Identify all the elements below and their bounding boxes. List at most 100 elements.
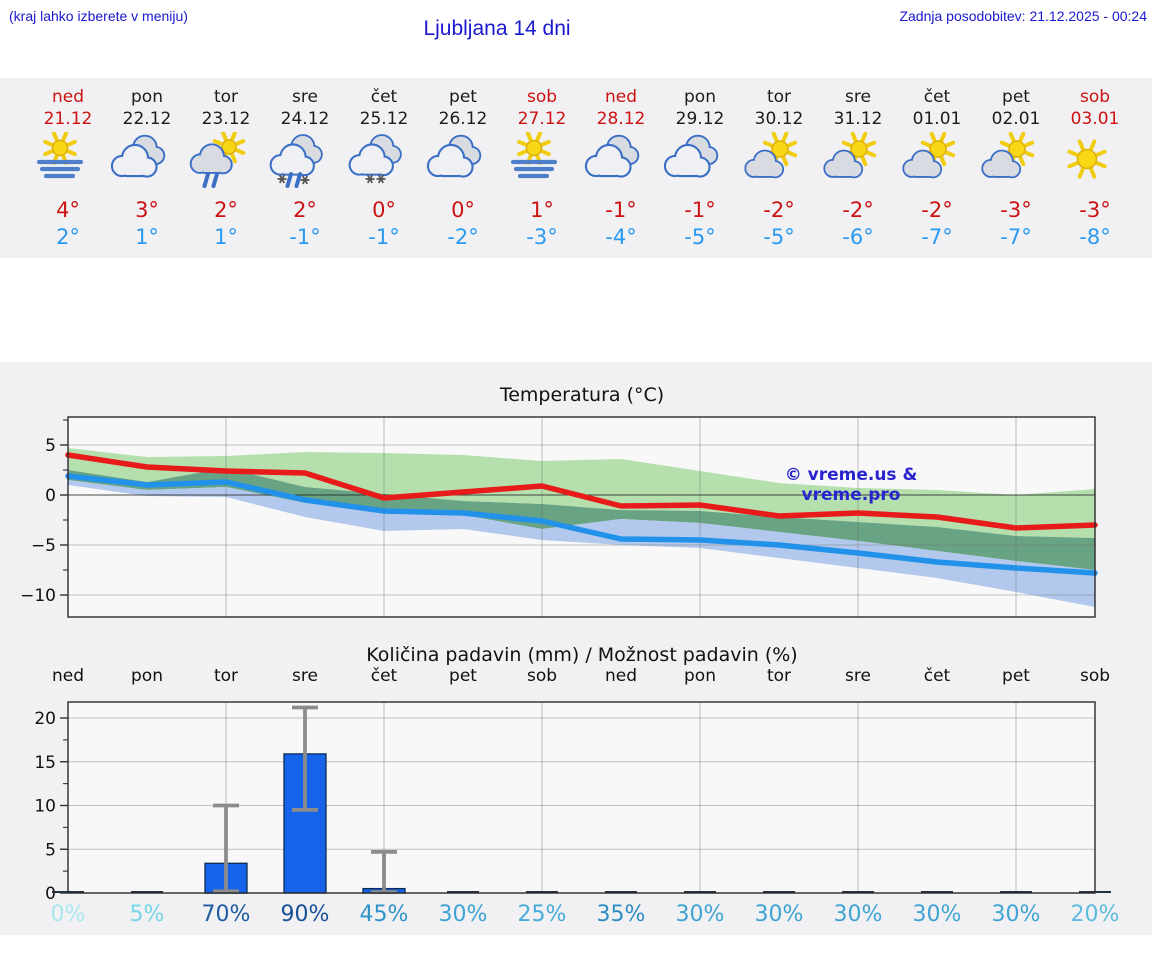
low-temp: -1° — [368, 225, 400, 249]
precip-chart-title: Količina padavin (mm) / Možnost padavin … — [366, 644, 798, 666]
low-temp: -5° — [684, 225, 716, 249]
day-name: sre — [845, 87, 871, 107]
svg-text:15: 15 — [34, 753, 56, 773]
day-name: ned — [51, 87, 85, 107]
day-name: pon — [684, 87, 716, 107]
day-name: sob — [1079, 87, 1111, 107]
svg-text:5: 5 — [45, 436, 56, 456]
page-title: Ljubljana 14 dni — [423, 17, 571, 40]
forecast-day: pet 02.01 -3° -7° — [976, 78, 1056, 258]
forecast-day: ned 21.12 4° 2° — [28, 78, 108, 258]
sun-cloud-icon — [818, 132, 898, 196]
day-name: čet — [370, 87, 398, 107]
forecast-day: sre 31.12 -2° -6° — [818, 78, 898, 258]
svg-text:20: 20 — [34, 709, 56, 729]
svg-text:0: 0 — [45, 884, 56, 904]
forecast-day: ned 28.12 -1° -4° — [581, 78, 661, 258]
day-date: 03.01 — [1070, 109, 1120, 129]
sun-cloud-icon — [976, 132, 1056, 196]
forecast-day: sre 24.12 2° -1° — [265, 78, 345, 258]
day-date: 02.01 — [991, 109, 1041, 129]
sun-cloud-icon — [897, 132, 977, 196]
precip-probability: 45% — [359, 902, 409, 927]
precip-day-label: pon — [684, 666, 716, 686]
day-name: sob — [526, 87, 558, 107]
forecast-day: čet 25.12 0° -1° — [344, 78, 424, 258]
day-name: pet — [1002, 87, 1030, 107]
precip-probability: 30% — [754, 902, 804, 927]
precip-probability: 30% — [991, 902, 1041, 927]
low-temp: 1° — [135, 225, 159, 249]
forecast-day: pet 26.12 0° -2° — [423, 78, 503, 258]
forecast-day: tor 30.12 -2° -5° — [739, 78, 819, 258]
svg-text:0: 0 — [45, 486, 56, 506]
high-temp: 4° — [56, 198, 80, 222]
precip-day-label: tor — [213, 666, 239, 686]
precip-day-label: pon — [131, 666, 163, 686]
high-temp: 0° — [451, 198, 475, 222]
low-temp: -5° — [763, 225, 795, 249]
high-temp: -1° — [605, 198, 637, 222]
low-temp: 2° — [56, 225, 80, 249]
precip-day-label: sre — [845, 666, 871, 686]
precip-day-label: sre — [292, 666, 318, 686]
day-date: 23.12 — [201, 109, 251, 129]
cloudy-icon — [107, 132, 187, 196]
temperature-chart: 5 0 −5 −10 — [20, 416, 1098, 618]
low-temp: 1° — [214, 225, 238, 249]
day-date: 28.12 — [596, 109, 646, 129]
cloudy-icon — [581, 132, 661, 196]
day-date: 31.12 — [833, 109, 883, 129]
high-temp: -1° — [684, 198, 716, 222]
precip-probability: 25% — [517, 902, 567, 927]
low-temp: -2° — [447, 225, 479, 249]
high-temp: -2° — [921, 198, 953, 222]
cloudy-icon — [660, 132, 740, 196]
high-temp: 3° — [135, 198, 159, 222]
precip-probability: 5% — [129, 902, 165, 927]
precip-probability: 70% — [201, 902, 251, 927]
menu-hint: (kraj lahko izberete v meniju) — [9, 8, 188, 24]
precip-day-label: pet — [1002, 666, 1030, 686]
day-date: 27.12 — [517, 109, 567, 129]
precip-probability: 20% — [1070, 902, 1120, 927]
day-name: sre — [292, 87, 318, 107]
cloudy-icon — [423, 132, 503, 196]
sun-rain-icon — [186, 132, 266, 196]
low-temp: -6° — [842, 225, 874, 249]
day-date: 29.12 — [675, 109, 725, 129]
high-temp: 0° — [372, 198, 396, 222]
precip-probability: 0% — [50, 902, 86, 927]
low-temp: -7° — [921, 225, 953, 249]
precip-chart: 0 5 10 15 20 — [34, 701, 1111, 904]
low-temp: -3° — [526, 225, 558, 249]
svg-text:10: 10 — [34, 797, 56, 817]
precip-day-label: sob — [1079, 666, 1111, 686]
day-date: 30.12 — [754, 109, 804, 129]
svg-text:−10: −10 — [20, 586, 56, 606]
day-date: 26.12 — [438, 109, 488, 129]
day-name: ned — [604, 87, 638, 107]
watermark-link[interactable]: © vreme.us & vreme.pro — [784, 465, 918, 505]
day-date: 21.12 — [43, 109, 93, 129]
precip-day-label: ned — [604, 666, 638, 686]
sun-fog-icon — [28, 132, 108, 196]
sun-cloud-icon — [739, 132, 819, 196]
low-temp: -4° — [605, 225, 637, 249]
low-temp: -1° — [289, 225, 321, 249]
day-date: 22.12 — [122, 109, 172, 129]
precip-day-label: tor — [766, 666, 792, 686]
precip-day-label: pet — [449, 666, 477, 686]
precip-probability: 30% — [438, 902, 488, 927]
precip-probability: 30% — [675, 902, 725, 927]
forecast-day: sob 03.01 -3° -8° — [1055, 78, 1135, 258]
temperature-chart-title: Temperatura (°C) — [499, 384, 665, 406]
last-update: Zadnja posodobitev: 21.12.2025 - 00:24 — [899, 8, 1147, 24]
high-temp: 1° — [530, 198, 554, 222]
forecast-day: tor 23.12 2° 1° — [186, 78, 266, 258]
day-name: tor — [213, 87, 239, 107]
forecast-day: sob 27.12 1° -3° — [502, 78, 582, 258]
precip-probability: 90% — [280, 902, 330, 927]
precip-probability: 35% — [596, 902, 646, 927]
day-date: 25.12 — [359, 109, 409, 129]
